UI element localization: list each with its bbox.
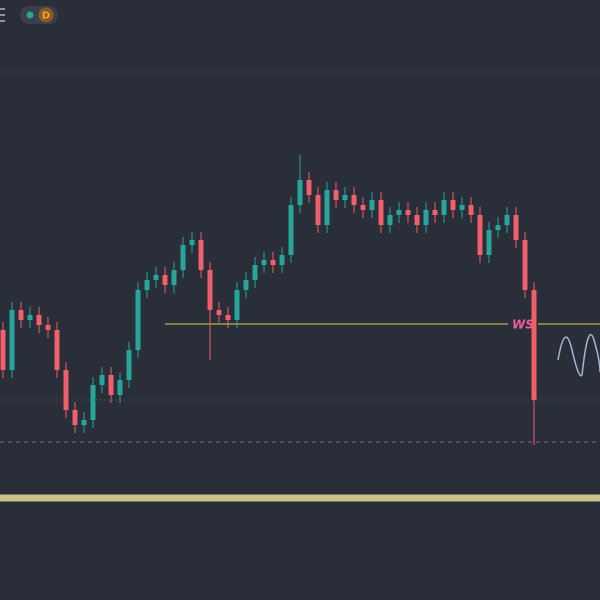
candle-body <box>171 270 177 285</box>
candle-body <box>288 205 294 255</box>
candle-body <box>369 200 375 210</box>
candle-body <box>9 310 15 370</box>
candle-body <box>234 290 240 320</box>
candle-body <box>522 240 528 290</box>
level-label: WS <box>512 318 534 332</box>
candle-body <box>243 280 249 290</box>
candle-body <box>81 420 87 425</box>
candle-body <box>207 270 213 310</box>
candle-body <box>0 330 6 370</box>
candle-body <box>387 215 393 225</box>
candle-body <box>153 275 159 280</box>
candle-body <box>477 215 483 255</box>
candle-body <box>18 310 24 320</box>
candle-body <box>189 240 195 245</box>
levels: WS <box>0 71 600 502</box>
candle-body <box>270 260 276 265</box>
candle-body <box>144 280 150 290</box>
candle-body <box>63 370 69 410</box>
candle-body <box>459 205 465 210</box>
candle-body <box>216 310 222 315</box>
candle-body <box>315 195 321 225</box>
candle-body <box>90 385 96 420</box>
candle-body <box>333 190 339 200</box>
candle-body <box>180 245 186 270</box>
projection-wave <box>557 333 600 377</box>
candle-body <box>513 215 519 240</box>
candle-body <box>378 200 384 225</box>
candle-body <box>261 260 267 265</box>
candle-body <box>504 215 510 225</box>
badge-dot <box>26 11 34 19</box>
candle-body <box>306 180 312 195</box>
status-badge[interactable]: D <box>20 6 58 24</box>
candles <box>0 155 537 445</box>
candle-body <box>99 375 105 385</box>
badge-circle <box>38 7 54 23</box>
candle-body <box>441 200 447 215</box>
candle-body <box>495 225 501 230</box>
candle-body <box>486 230 492 255</box>
candle-body <box>126 350 132 380</box>
candle-body <box>423 210 429 225</box>
badge-label: D <box>42 11 50 22</box>
candle-body <box>54 330 60 370</box>
candle-body <box>351 195 357 205</box>
candle-body <box>324 190 330 225</box>
candle-body <box>108 375 114 395</box>
candle-body <box>198 240 204 270</box>
candle-body <box>27 315 33 320</box>
candle-body <box>468 205 474 215</box>
menu-icon[interactable] <box>0 8 5 22</box>
candle-body <box>297 180 303 205</box>
candle-body <box>396 210 402 215</box>
candle-body <box>279 255 285 265</box>
candle-body <box>432 210 438 215</box>
candle-body <box>360 205 366 210</box>
candle-body <box>45 325 51 330</box>
candle-body <box>405 210 411 215</box>
candle-body <box>342 195 348 200</box>
candle-body <box>117 380 123 395</box>
candle-body <box>531 290 537 400</box>
candle-body <box>414 215 420 225</box>
candle-body <box>36 315 42 325</box>
candle-body <box>450 200 456 210</box>
candle-body <box>162 275 168 285</box>
candle-body <box>252 265 258 280</box>
candle-body <box>225 315 231 320</box>
candle-body <box>72 410 78 425</box>
candle-body <box>135 290 141 350</box>
